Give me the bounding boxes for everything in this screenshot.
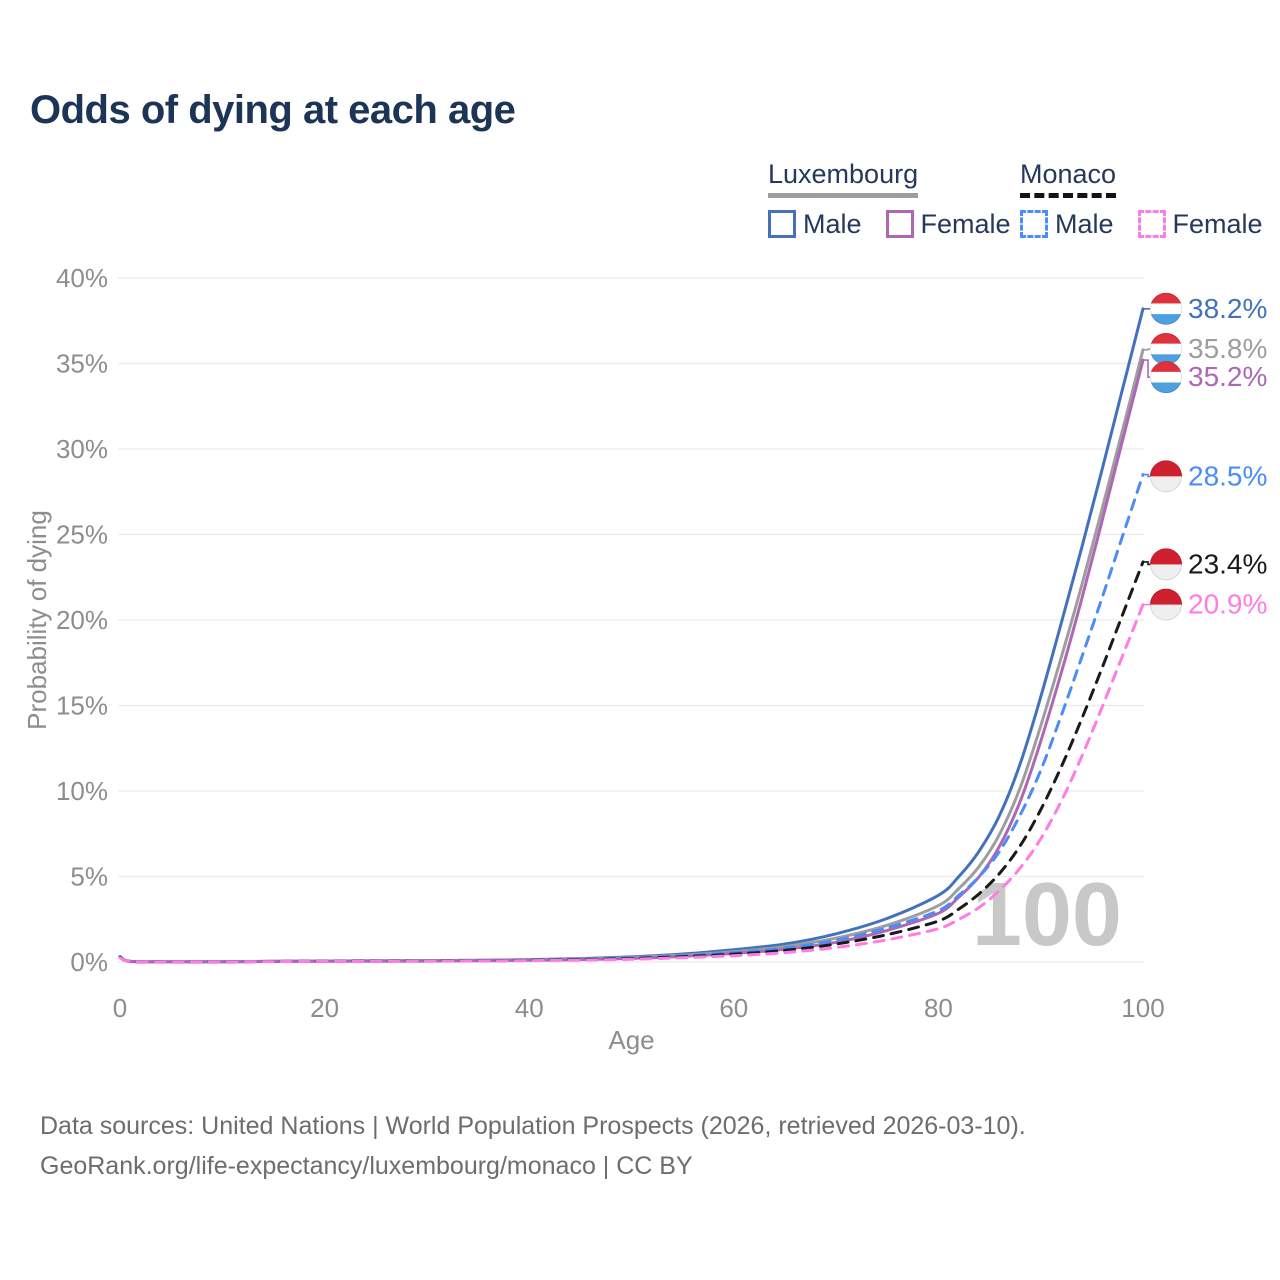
legend-label-luxembourg-male: Male <box>803 208 862 239</box>
end-value-label-lux_female: 35.2% <box>1188 361 1267 392</box>
data-source-note: Data sources: United Nations | World Pop… <box>40 1106 1026 1186</box>
x-tick-label: 0 <box>113 993 127 1023</box>
label-connector-lux_both <box>1143 348 1152 351</box>
label-connector-mon_both <box>1143 561 1152 566</box>
age-watermark: 100 <box>972 865 1122 965</box>
y-tick-label: 35% <box>56 349 108 379</box>
legend-swatch-luxembourg-male <box>768 210 796 239</box>
flag-rim <box>1150 460 1182 493</box>
end-value-label-mon_female: 20.9% <box>1188 589 1267 620</box>
x-tick-label: 100 <box>1121 993 1164 1023</box>
y-tick-label: 25% <box>56 520 108 550</box>
legend-row-luxembourg: Male Female <box>768 209 1011 240</box>
legend-group-monaco: Monaco Male Female <box>1020 159 1263 240</box>
flag-rim <box>1150 361 1182 394</box>
flag-rim <box>1150 292 1182 325</box>
legend-swatch-luxembourg-female <box>885 210 914 239</box>
flag-rim <box>1150 588 1182 621</box>
legend-item-monaco-female[interactable]: Female <box>1137 208 1263 240</box>
end-value-label-mon_both: 23.4% <box>1188 548 1267 579</box>
y-tick-label: 15% <box>56 691 108 721</box>
label-connector-mon_male <box>1143 473 1152 478</box>
x-tick-label: 20 <box>310 993 339 1023</box>
data-source-line2: GeoRank.org/life-expectancy/luxembourg/m… <box>40 1152 693 1180</box>
end-value-label-lux_male: 38.2% <box>1188 293 1267 324</box>
legend-label-monaco-female: Female <box>1172 208 1263 239</box>
x-tick-label: 60 <box>719 993 748 1023</box>
y-tick-label: 5% <box>70 862 108 892</box>
y-tick-label: 0% <box>70 947 108 977</box>
label-connector-lux_female <box>1143 359 1152 378</box>
y-tick-label: 20% <box>56 605 108 635</box>
data-source-line1: Data sources: United Nations | World Pop… <box>40 1112 1026 1140</box>
series-line-mon_female <box>118 603 1145 964</box>
legend-swatch-monaco-female <box>1137 210 1166 239</box>
monaco-flag-icon <box>1150 548 1182 581</box>
monaco-flag-icon <box>1150 588 1182 621</box>
legend-row-monaco: Male Female <box>1020 209 1263 240</box>
luxembourg-flag-icon <box>1150 332 1182 365</box>
y-tick-label: 30% <box>56 434 108 464</box>
x-axis-title: Age <box>608 1025 654 1055</box>
legend-country-luxembourg[interactable]: Luxembourg <box>768 159 919 198</box>
luxembourg-flag-icon <box>1150 292 1182 325</box>
legend-label-monaco-male: Male <box>1055 208 1114 239</box>
flag-rim <box>1150 548 1182 581</box>
x-tick-label: 40 <box>515 993 544 1023</box>
legend-item-luxembourg-female[interactable]: Female <box>885 208 1011 240</box>
legend-item-monaco-male[interactable]: Male <box>1020 209 1114 240</box>
legend-label-luxembourg-female: Female <box>920 208 1011 239</box>
x-tick-label: 80 <box>924 993 953 1023</box>
legend-group-luxembourg: Luxembourg Male Female <box>768 159 1011 240</box>
legend-swatch-monaco-male <box>1020 210 1048 239</box>
page-title: Odds of dying at each age <box>30 88 516 132</box>
end-value-label-lux_both: 35.8% <box>1188 333 1267 364</box>
y-axis-title: Probability of dying <box>22 510 52 730</box>
legend-item-luxembourg-male[interactable]: Male <box>768 209 862 240</box>
end-value-label-mon_male: 28.5% <box>1188 460 1267 491</box>
monaco-flag-icon <box>1150 460 1182 493</box>
y-tick-label: 40% <box>56 263 108 293</box>
legend-country-monaco[interactable]: Monaco <box>1020 159 1117 198</box>
luxembourg-flag-icon <box>1150 361 1182 394</box>
y-tick-label: 10% <box>56 776 108 806</box>
